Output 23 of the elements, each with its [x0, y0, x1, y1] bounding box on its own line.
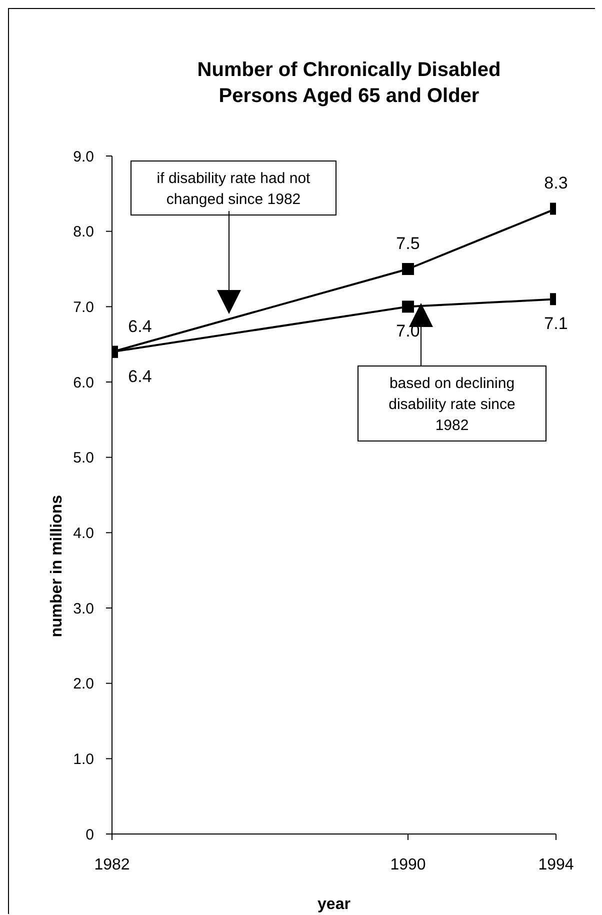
y-axis-title: number in millions [48, 494, 66, 638]
y-tick-label: 1.0 [73, 750, 94, 768]
x-tick-label: 1982 [94, 856, 130, 874]
data-label: 7.1 [544, 314, 568, 334]
annotation: based on declining disability rate since 1982 [388, 375, 516, 434]
chart-title: Number of Chronically Disabled Persons Aged 65 and Older [196, 58, 502, 109]
y-tick-label: 8.0 [73, 224, 94, 241]
data-label: 7.5 [396, 234, 420, 253]
y-tick-label: 7.0 [73, 298, 94, 316]
x-axis-title: year [318, 896, 350, 913]
x-tick-label: 1994 [538, 856, 574, 874]
data-label: 8.3 [544, 174, 568, 193]
x-tick-label: 1990 [390, 856, 426, 874]
data-label: 6.4 [128, 366, 152, 386]
y-tick-label: 2.0 [73, 676, 94, 693]
y-tick-label: 9.0 [73, 148, 94, 166]
y-tick-label: 3.0 [73, 600, 94, 618]
y-tick-label: 4.0 [73, 524, 94, 542]
y-tick-label: 0 [86, 826, 94, 844]
data-label: 6.4 [128, 316, 152, 336]
y-tick-label: 5.0 [73, 450, 94, 467]
annotation: if disability rate had not changed since 1982 [156, 170, 312, 208]
y-tick-label: 6.0 [73, 374, 94, 392]
